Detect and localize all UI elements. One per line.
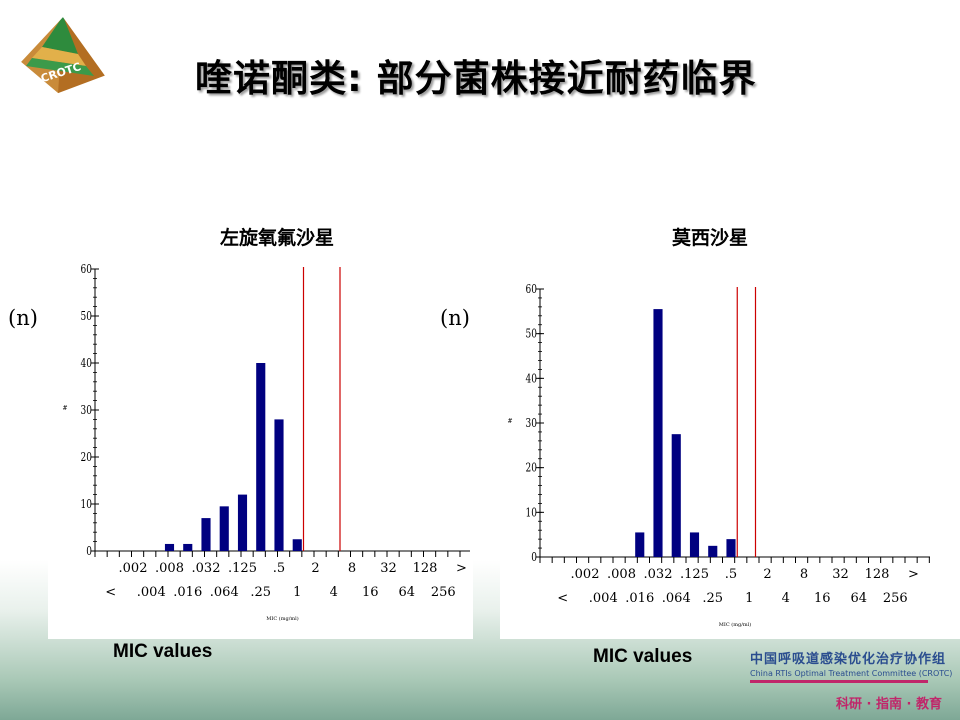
x-tick-label-lower: 4 bbox=[782, 591, 790, 606]
x-tick-label-upper: .002 bbox=[571, 567, 600, 582]
x-tick-label-lower: .25 bbox=[250, 585, 271, 600]
bar bbox=[689, 532, 700, 557]
x-tick-label-upper: > bbox=[908, 567, 919, 582]
x-tick-label-upper: .032 bbox=[644, 567, 673, 582]
y-tick-label: 50 bbox=[526, 327, 538, 341]
x-tick-label-upper: .008 bbox=[155, 561, 184, 576]
x-tick-label-lower: .25 bbox=[702, 591, 723, 606]
x-axis-label: MIC (mg/ml) bbox=[266, 615, 298, 622]
org-divider bbox=[750, 680, 928, 683]
x-tick-label-lower: .016 bbox=[625, 591, 654, 606]
y-tick-label: 30 bbox=[526, 417, 538, 431]
bar bbox=[671, 434, 681, 557]
x-tick-label-upper: .032 bbox=[192, 561, 221, 576]
chart-title-moxifloxacin: 莫西沙星 bbox=[672, 227, 749, 249]
x-tick-label-upper: .125 bbox=[680, 567, 709, 582]
mic-values-label-left: MIC values bbox=[113, 641, 213, 662]
y-tick-label: 60 bbox=[81, 263, 93, 277]
bar bbox=[164, 543, 175, 551]
x-tick-label-lower: .004 bbox=[589, 591, 618, 606]
org-motto: 科研 · 指南 · 教育 bbox=[836, 697, 942, 712]
x-tick-label-upper: 128 bbox=[865, 567, 890, 582]
y-tick-label: 10 bbox=[526, 506, 538, 520]
x-tick-label-upper: 2 bbox=[311, 561, 319, 576]
y-tick-label: 0 bbox=[86, 545, 92, 559]
x-tick-label-lower: 256 bbox=[431, 585, 456, 600]
x-tick-label-lower: 16 bbox=[362, 585, 379, 600]
bar bbox=[237, 494, 248, 551]
bar bbox=[292, 539, 302, 551]
org-name-en: China RTIs Optimal Treatment Committee (… bbox=[750, 669, 953, 678]
x-tick-label-lower: .004 bbox=[137, 585, 166, 600]
bar bbox=[256, 363, 266, 551]
y-axis-label: # bbox=[62, 405, 67, 412]
x-tick-label-lower: .016 bbox=[173, 585, 202, 600]
x-tick-label-upper: .5 bbox=[725, 567, 737, 582]
bar bbox=[726, 539, 736, 557]
y-tick-label: 20 bbox=[526, 461, 538, 475]
bar bbox=[635, 532, 645, 557]
x-tick-label-lower: 1 bbox=[293, 585, 301, 600]
y-axis-label: # bbox=[507, 418, 512, 425]
x-axis-label: MIC (mg/ml) bbox=[719, 621, 751, 628]
x-tick-label-upper: > bbox=[456, 561, 467, 576]
x-tick-label-lower: 4 bbox=[330, 585, 338, 600]
bar bbox=[201, 518, 211, 551]
y-tick-label: 40 bbox=[81, 357, 93, 371]
x-tick-label-upper: .5 bbox=[273, 561, 285, 576]
org-name-cn: 中国呼吸道感染优化治疗协作组 bbox=[750, 652, 947, 667]
bar bbox=[274, 419, 284, 551]
x-tick-label-upper: 8 bbox=[348, 561, 356, 576]
x-tick-label-lower: .064 bbox=[662, 591, 691, 606]
y-tick-label: 30 bbox=[81, 404, 93, 418]
chart-panel-moxifloxacin bbox=[500, 215, 960, 639]
org-footer: 中国呼吸道感染优化治疗协作组 China RTIs Optimal Treatm… bbox=[750, 648, 953, 712]
y-tick-label: 0 bbox=[531, 551, 537, 565]
y-tick-label: 10 bbox=[81, 498, 93, 512]
mic-values-label-right: MIC values bbox=[593, 646, 693, 667]
y-tick-label: 50 bbox=[81, 310, 93, 324]
bar bbox=[708, 545, 718, 557]
x-tick-label-lower: .064 bbox=[210, 585, 239, 600]
bar bbox=[219, 506, 229, 551]
x-tick-label-upper: .125 bbox=[228, 561, 257, 576]
x-tick-label-upper: 128 bbox=[413, 561, 438, 576]
y-tick-label: 40 bbox=[526, 372, 538, 386]
x-tick-label-lower: 1 bbox=[745, 591, 753, 606]
x-tick-label-lower: 16 bbox=[814, 591, 831, 606]
x-tick-label-upper: .008 bbox=[607, 567, 636, 582]
x-tick-label-lower: < bbox=[557, 591, 568, 606]
x-tick-label-upper: 8 bbox=[800, 567, 808, 582]
y-unit-label-left: (n) bbox=[8, 306, 38, 330]
slide-title: 喹诺酮类: 部分菌株接近耐药临界 bbox=[195, 57, 757, 100]
x-tick-label-upper: 32 bbox=[832, 567, 849, 582]
x-tick-label-upper: 32 bbox=[380, 561, 397, 576]
y-tick-label: 60 bbox=[526, 283, 538, 297]
y-unit-label-right: (n) bbox=[440, 306, 470, 330]
bar bbox=[183, 543, 193, 551]
x-tick-label-lower: 64 bbox=[398, 585, 415, 600]
y-tick-label: 20 bbox=[81, 451, 93, 465]
bar bbox=[653, 309, 663, 557]
crotc-logo: CROTC bbox=[18, 14, 108, 95]
x-tick-label-upper: 2 bbox=[763, 567, 771, 582]
x-tick-label-lower: 64 bbox=[850, 591, 867, 606]
x-tick-label-upper: .002 bbox=[119, 561, 148, 576]
x-tick-label-lower: 256 bbox=[883, 591, 908, 606]
x-tick-label-lower: < bbox=[105, 585, 116, 600]
chart-title-levofloxacin: 左旋氧氟沙星 bbox=[220, 227, 335, 249]
